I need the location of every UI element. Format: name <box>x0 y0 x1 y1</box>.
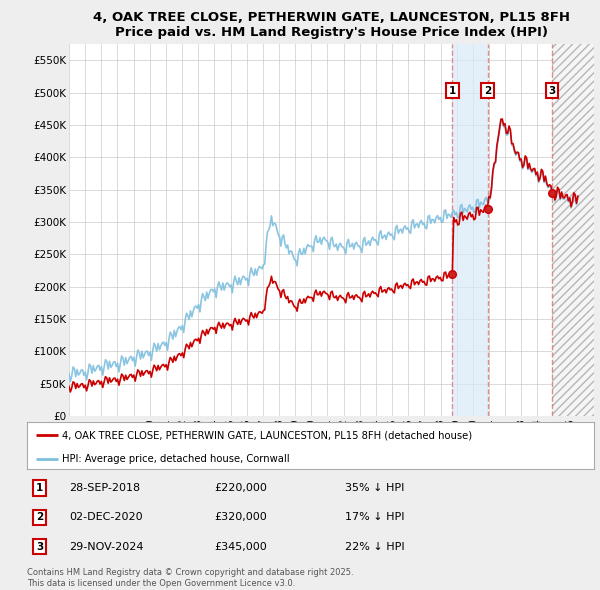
Text: HPI: Average price, detached house, Cornwall: HPI: Average price, detached house, Corn… <box>62 454 290 464</box>
Text: 3: 3 <box>548 86 556 96</box>
Text: 02-DEC-2020: 02-DEC-2020 <box>70 512 143 522</box>
Text: 35% ↓ HPI: 35% ↓ HPI <box>344 483 404 493</box>
Text: 2: 2 <box>36 512 43 522</box>
Text: 22% ↓ HPI: 22% ↓ HPI <box>344 542 404 552</box>
Text: 17% ↓ HPI: 17% ↓ HPI <box>344 512 404 522</box>
Text: £345,000: £345,000 <box>214 542 267 552</box>
Text: 29-NOV-2024: 29-NOV-2024 <box>70 542 144 552</box>
Text: £320,000: £320,000 <box>214 512 267 522</box>
Title: 4, OAK TREE CLOSE, PETHERWIN GATE, LAUNCESTON, PL15 8FH
Price paid vs. HM Land R: 4, OAK TREE CLOSE, PETHERWIN GATE, LAUNC… <box>93 11 570 39</box>
Text: £220,000: £220,000 <box>214 483 267 493</box>
Bar <box>552 44 594 416</box>
Bar <box>552 44 594 416</box>
Text: 3: 3 <box>36 542 43 552</box>
Text: 1: 1 <box>36 483 43 493</box>
Text: Contains HM Land Registry data © Crown copyright and database right 2025.
This d: Contains HM Land Registry data © Crown c… <box>27 568 353 588</box>
Bar <box>452 44 488 416</box>
Text: 1: 1 <box>449 86 456 96</box>
Text: 2: 2 <box>484 86 491 96</box>
Text: 28-SEP-2018: 28-SEP-2018 <box>70 483 140 493</box>
Text: 4, OAK TREE CLOSE, PETHERWIN GATE, LAUNCESTON, PL15 8FH (detached house): 4, OAK TREE CLOSE, PETHERWIN GATE, LAUNC… <box>62 430 472 440</box>
